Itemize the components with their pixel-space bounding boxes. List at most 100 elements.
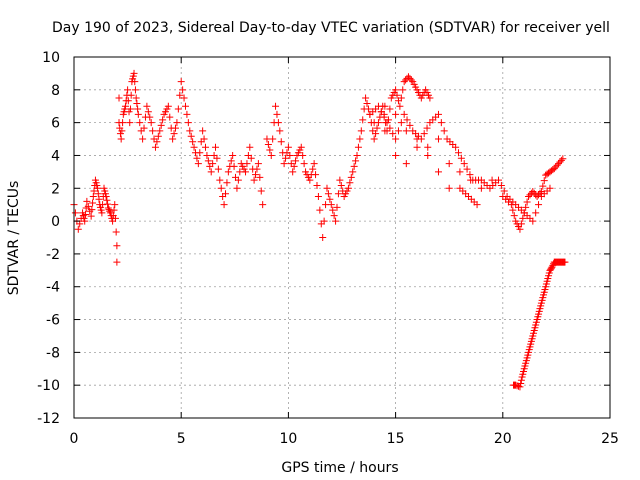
data-point xyxy=(177,78,185,86)
data-point xyxy=(397,94,405,102)
data-point xyxy=(334,190,342,198)
data-point xyxy=(402,127,410,135)
data-point xyxy=(111,201,119,209)
data-point xyxy=(229,151,237,159)
data-point xyxy=(94,184,102,192)
x-tick-label: 5 xyxy=(177,431,186,447)
data-point xyxy=(154,132,162,140)
data-point xyxy=(127,91,135,99)
data-point xyxy=(133,99,141,107)
data-point xyxy=(134,110,142,118)
data-point xyxy=(437,119,445,127)
data-point xyxy=(507,201,515,209)
data-point xyxy=(394,127,402,135)
data-point xyxy=(525,192,533,200)
data-point xyxy=(286,151,294,159)
y-tick-label: -4 xyxy=(46,280,60,296)
data-point xyxy=(254,160,262,168)
y-tick-label: -6 xyxy=(46,313,60,329)
data-point xyxy=(222,190,230,198)
data-point xyxy=(257,187,265,195)
data-point xyxy=(380,113,388,121)
data-point xyxy=(397,119,405,127)
data-point xyxy=(131,86,139,94)
data-point xyxy=(146,113,154,121)
data-point xyxy=(212,143,220,151)
data-point xyxy=(402,160,410,168)
data-point xyxy=(113,258,121,266)
data-point xyxy=(386,124,394,132)
data-point xyxy=(216,176,224,184)
data-point xyxy=(509,206,517,214)
data-point xyxy=(316,206,324,214)
data-point xyxy=(81,217,89,225)
data-point xyxy=(392,135,400,143)
data-point xyxy=(272,102,280,110)
data-point xyxy=(424,151,432,159)
data-point xyxy=(406,74,414,82)
data-point xyxy=(356,135,364,143)
data-point xyxy=(319,234,327,241)
data-point xyxy=(529,217,537,225)
data-point xyxy=(90,187,98,195)
data-point xyxy=(400,110,408,118)
data-point xyxy=(497,182,505,190)
data-point xyxy=(297,143,305,151)
data-point xyxy=(332,217,340,225)
data-point xyxy=(201,143,209,151)
y-axis-title: SDTVAR / TECUs xyxy=(6,181,22,296)
data-point xyxy=(183,110,191,118)
data-point xyxy=(199,127,207,135)
data-point xyxy=(106,207,114,215)
data-point xyxy=(522,203,530,211)
data-point xyxy=(88,206,96,214)
data-point xyxy=(359,116,367,124)
data-point xyxy=(413,143,421,151)
data-point xyxy=(299,151,307,159)
data-point xyxy=(510,212,518,220)
data-point xyxy=(400,78,408,86)
data-point xyxy=(346,179,354,187)
data-point xyxy=(110,206,118,214)
data-point xyxy=(404,73,412,81)
data-point xyxy=(354,143,362,151)
data-point xyxy=(234,176,242,184)
data-point xyxy=(532,209,540,217)
data-point xyxy=(495,176,503,184)
x-tick-label: 15 xyxy=(387,431,405,447)
data-point xyxy=(466,171,474,179)
x-tick-label: 25 xyxy=(601,431,619,447)
data-point xyxy=(143,102,151,110)
data-point xyxy=(533,192,541,200)
y-tick-label: 0 xyxy=(51,214,60,230)
data-point xyxy=(95,195,103,203)
data-point xyxy=(546,184,554,192)
data-point xyxy=(392,86,400,94)
data-point xyxy=(555,160,563,168)
data-point xyxy=(269,135,277,143)
data-point xyxy=(556,158,564,166)
data-point xyxy=(111,214,119,222)
data-point xyxy=(440,127,448,135)
data-point xyxy=(184,119,192,127)
data-point xyxy=(336,176,344,184)
data-point xyxy=(423,124,431,132)
data-point xyxy=(324,190,332,198)
data-point xyxy=(289,168,297,176)
data-point xyxy=(513,382,521,390)
data-point xyxy=(243,160,251,168)
data-point xyxy=(520,209,528,217)
data-point xyxy=(147,119,155,127)
data-point xyxy=(280,160,288,168)
data-point xyxy=(363,99,371,107)
plot-frame xyxy=(73,56,611,419)
data-point xyxy=(115,94,123,102)
data-point xyxy=(312,171,320,179)
data-point xyxy=(253,165,261,173)
y-tick-label: 8 xyxy=(51,83,60,99)
data-point xyxy=(403,116,411,124)
data-point xyxy=(370,135,378,143)
data-point xyxy=(264,141,272,149)
